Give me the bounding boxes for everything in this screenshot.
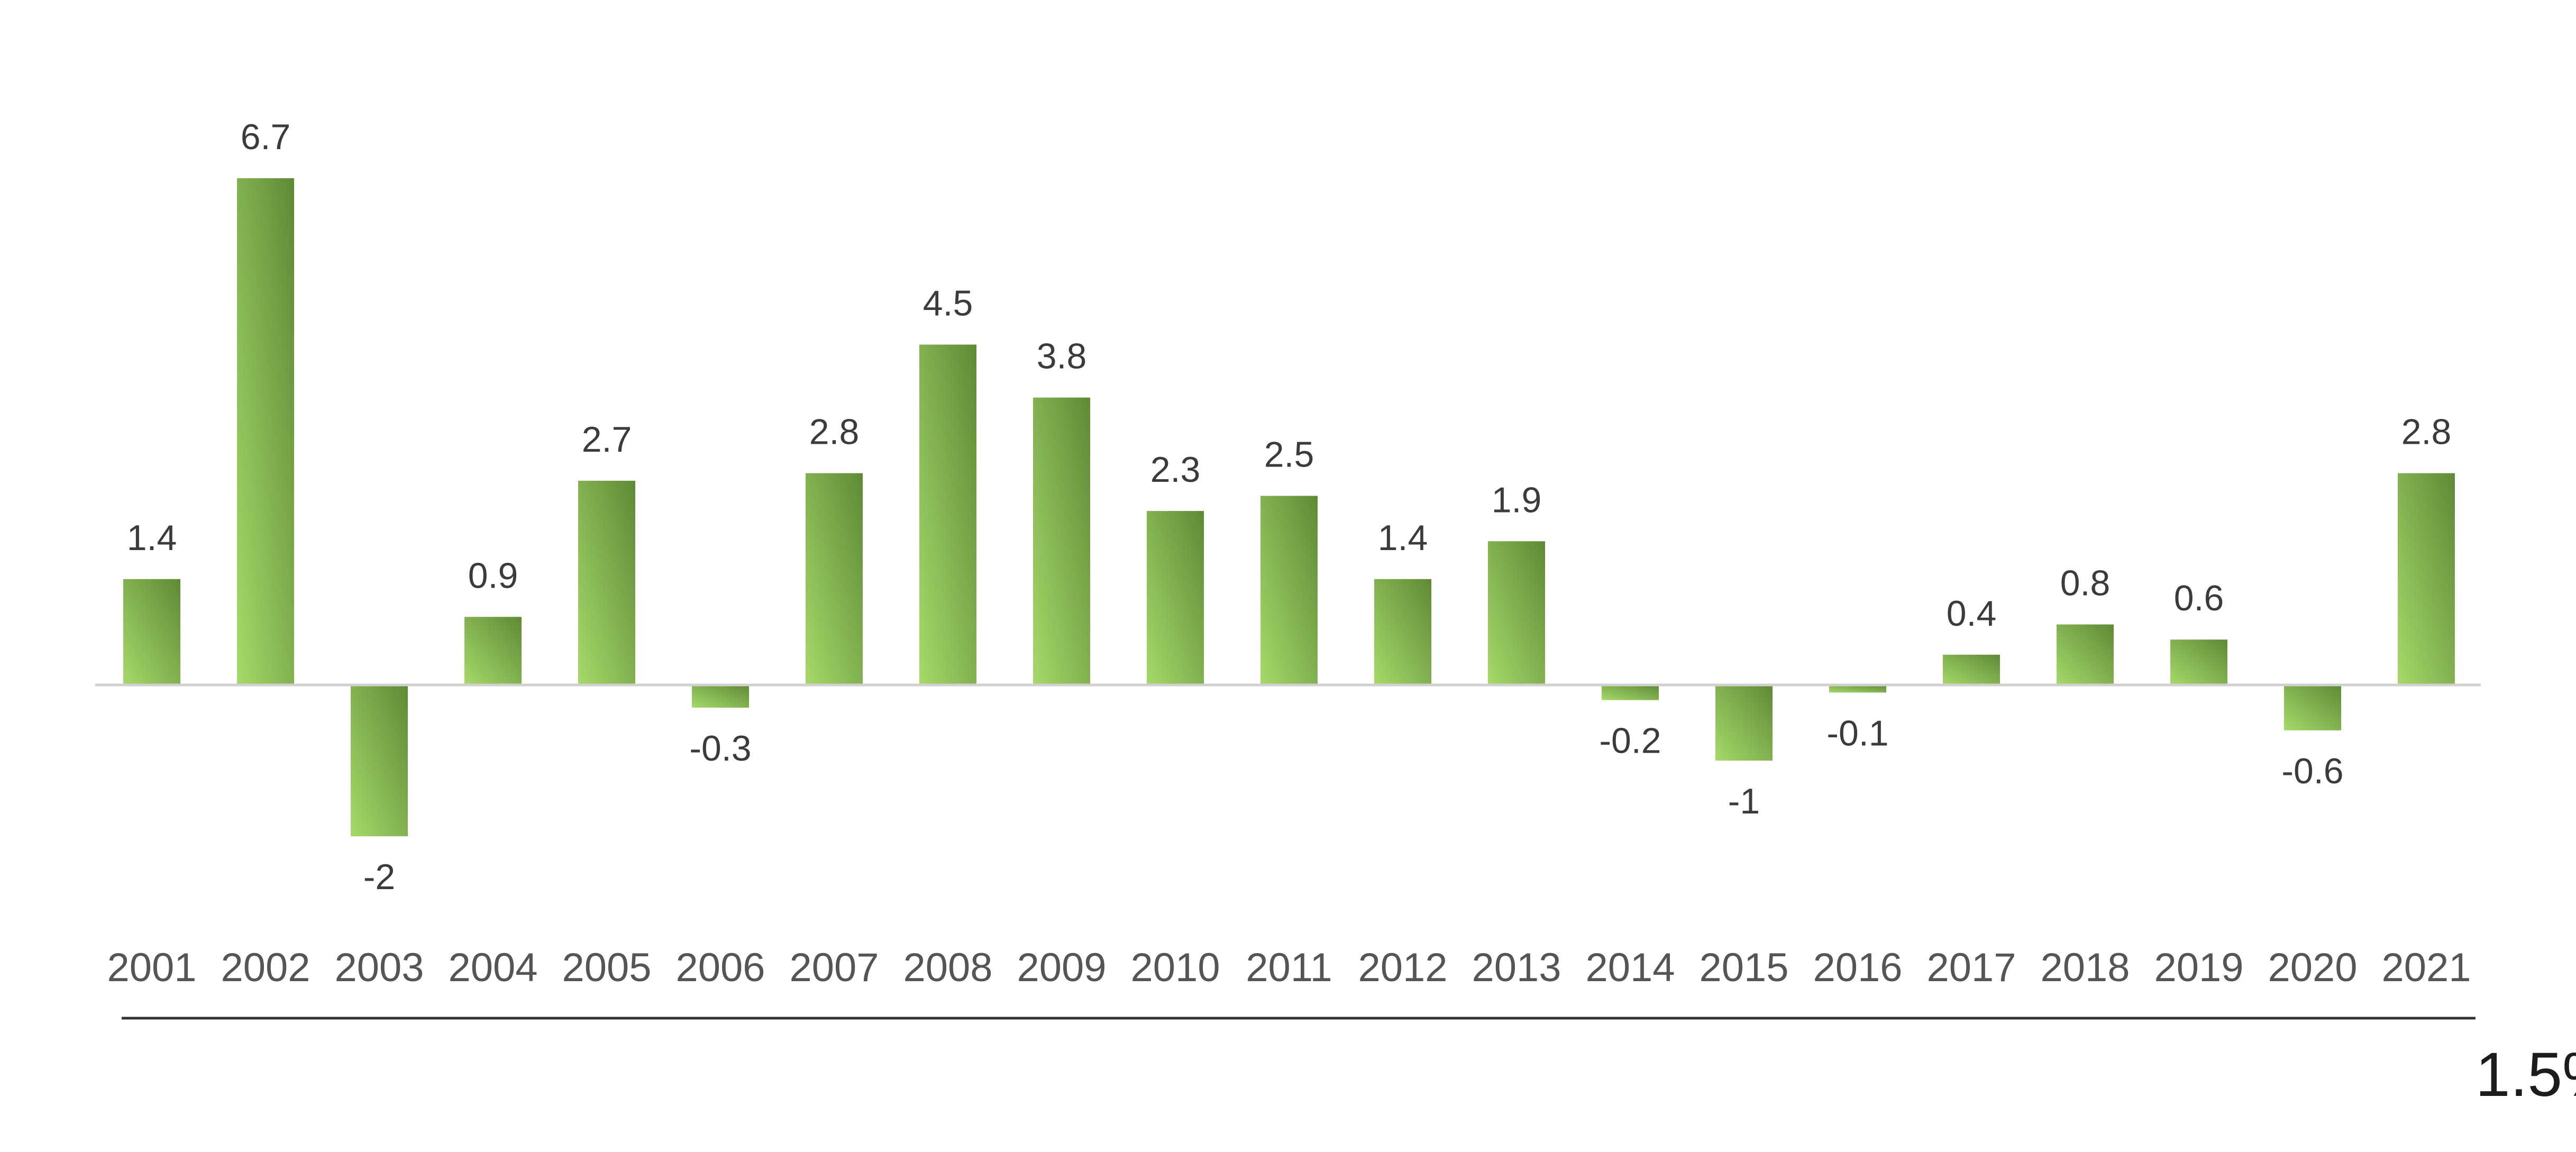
value-label-2008: 4.5 [923,284,973,324]
x-tick-2018: 2018 [2040,945,2130,990]
bar-2016 [1829,685,1886,693]
x-tick-2015: 2015 [1699,945,1788,990]
x-tick-2012: 2012 [1358,945,1447,990]
x-tick-2002: 2002 [221,945,310,990]
value-label-2003: -2 [363,857,395,897]
x-tick-2008: 2008 [903,945,992,990]
value-label-2016: -0.1 [1826,713,1888,753]
bar-2021 [2398,473,2455,685]
bar-2001 [123,579,180,685]
value-label-2018: 0.8 [2060,563,2111,604]
value-label-2019: 0.6 [2174,578,2224,618]
value-label-2015: -1 [1728,781,1760,821]
bar-2004 [464,617,522,685]
value-label-2012: 1.4 [1378,518,1428,558]
value-label-2007: 2.8 [809,412,860,452]
x-tick-2019: 2019 [2154,945,2243,990]
bar-2013 [1488,541,1545,685]
x-tick-2014: 2014 [1585,945,1675,990]
bar-2017 [1943,654,2000,685]
x-tick-2010: 2010 [1130,945,1220,990]
value-label-2006: -0.3 [689,728,751,769]
bar-2018 [2057,624,2114,685]
x-tick-2013: 2013 [1472,945,1561,990]
value-label-2021: 2.8 [2401,412,2452,452]
bar-2003 [351,685,408,836]
x-tick-2003: 2003 [334,945,424,990]
value-label-2005: 2.7 [582,419,632,460]
bar-2011 [1260,496,1318,685]
value-label-2004: 0.9 [468,555,518,596]
bar-2015 [1715,685,1773,761]
bars-group [123,178,2455,836]
bar-2007 [806,473,863,685]
x-tick-2001: 2001 [107,945,196,990]
bar-2010 [1147,511,1204,685]
average-caption: ממוצע רב שנתי כ- 1.5% [2475,1040,2576,1110]
value-labels-group: 1.4 6.7 -2 0.9 2.7 -0.3 2.8 4.5 3.8 2.3 2.5 1.4 1.9 -… [127,117,2452,897]
value-label-2013: 1.9 [1492,480,1542,520]
bar-2005 [578,480,635,685]
value-label-2017: 0.4 [1947,593,1997,634]
x-tick-2006: 2006 [675,945,765,990]
bar-2014 [1602,685,1659,700]
value-label-2020: -0.6 [2281,751,2343,791]
bar-2019 [2170,639,2227,685]
x-tick-2005: 2005 [562,945,651,990]
value-label-2001: 1.4 [127,518,177,558]
bar-2006 [692,685,749,708]
x-tick-2016: 2016 [1813,945,1902,990]
x-tick-2017: 2017 [1926,945,2016,990]
x-tick-2009: 2009 [1017,945,1106,990]
value-label-2011: 2.5 [1264,435,1314,475]
bar-2009 [1033,397,1090,685]
value-label-2014: -0.2 [1599,721,1661,761]
x-tick-2020: 2020 [2268,945,2357,990]
x-tick-2011: 2011 [1246,945,1332,990]
bar-2008 [919,344,976,685]
x-tick-2004: 2004 [448,945,537,990]
value-label-2009: 3.8 [1037,336,1087,377]
value-label-2010: 2.3 [1150,450,1201,490]
bar-2002 [237,178,294,685]
x-axis-tick-labels: 2001 2002 2003 2004 2005 2006 2007 2008 2009 2010… [107,945,2471,990]
value-label-2002: 6.7 [241,117,291,157]
x-tick-2007: 2007 [789,945,879,990]
bar-2012 [1374,579,1431,685]
bar-2020 [2284,685,2341,730]
x-tick-2021: 2021 [2381,945,2471,990]
